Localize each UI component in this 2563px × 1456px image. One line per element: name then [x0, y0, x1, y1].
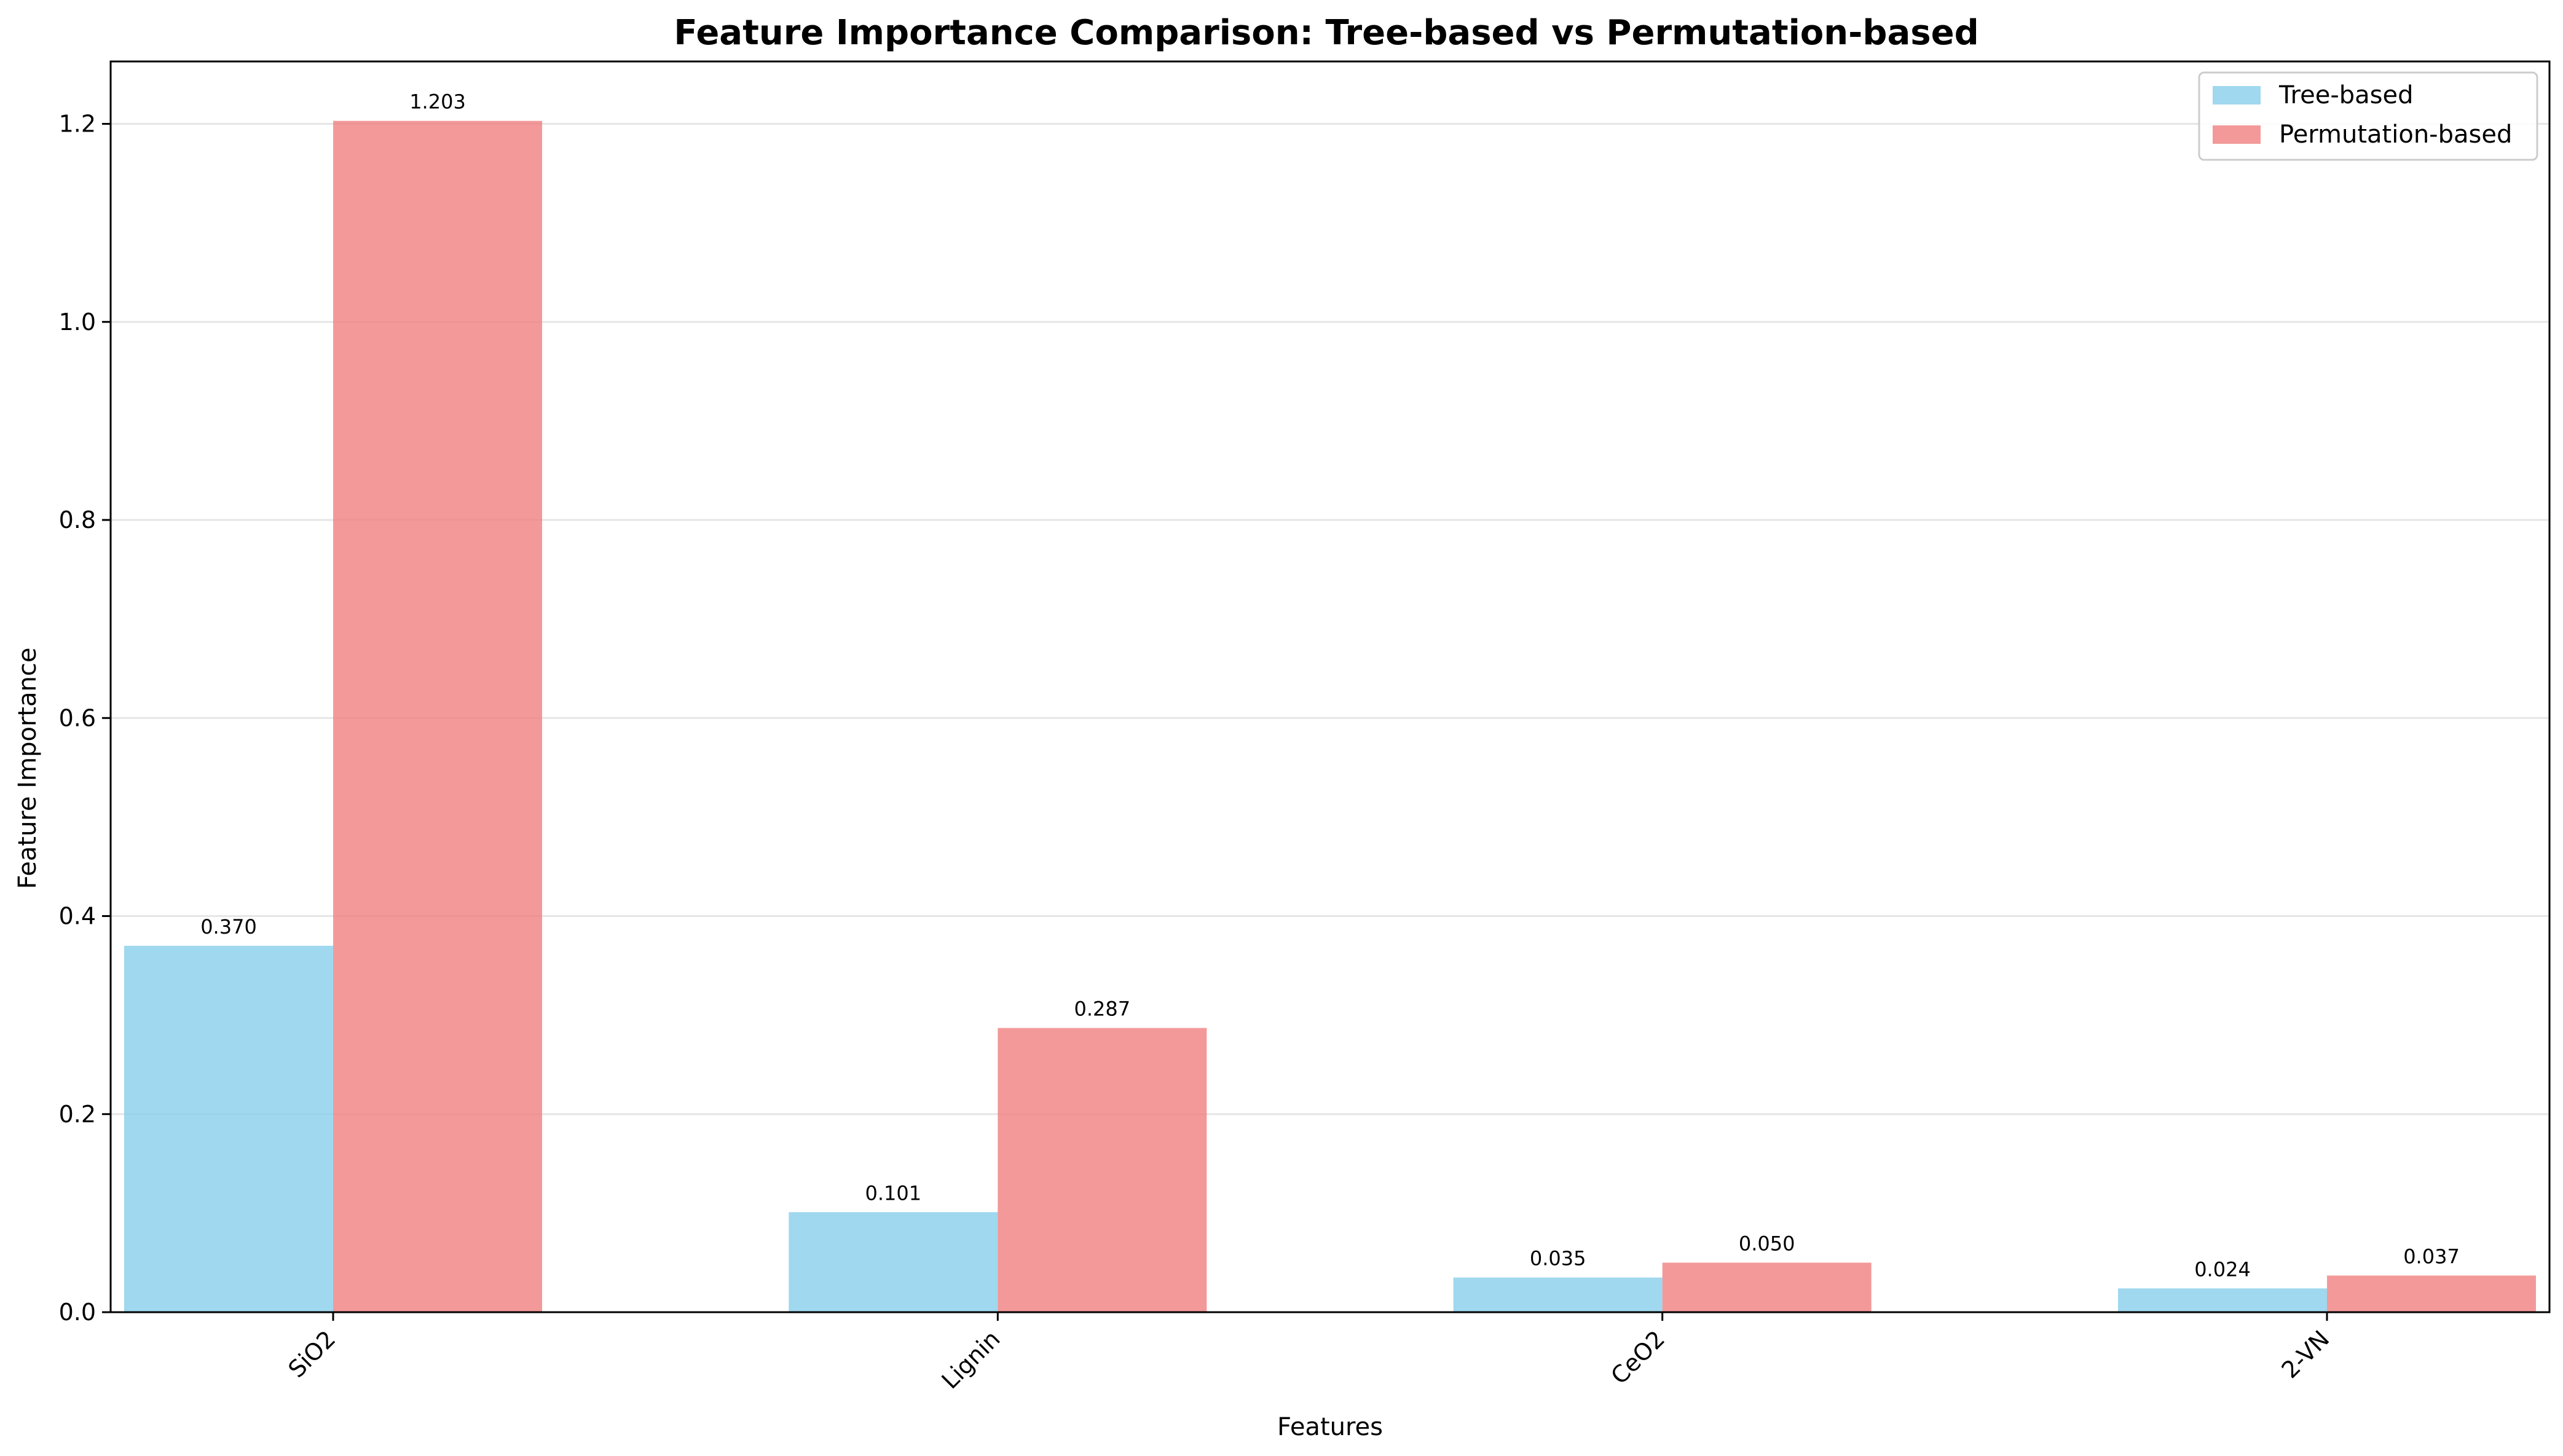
- y-tick-label: 0.8: [59, 506, 96, 533]
- chart-title: Feature Importance Comparison: Tree-base…: [674, 13, 1978, 53]
- y-axis: 0.0 0.2 0.4 0.6 0.8 1.0 1.2: [59, 111, 111, 1326]
- bar-value-label: 0.024: [2194, 1257, 2251, 1281]
- bar-value-label: 0.287: [1074, 998, 1131, 1021]
- y-axis-label: Feature Importance: [14, 647, 42, 889]
- legend-swatch: [2213, 125, 2261, 144]
- bar-permutation-based: [1662, 1262, 1872, 1312]
- y-tick-label: 1.0: [59, 309, 96, 336]
- plot-area-frame: [109, 60, 2551, 1313]
- x-tick-label: SiO2: [283, 1325, 341, 1383]
- legend-box: [2198, 71, 2538, 161]
- legend-label: Tree-based: [2278, 81, 2414, 109]
- bars: [124, 120, 2536, 1313]
- bar-tree-based: [789, 1212, 998, 1312]
- y-tick-label: 0.4: [59, 903, 96, 930]
- bar-tree-based: [2118, 1288, 2327, 1312]
- y-tick-label: 0.6: [59, 704, 96, 731]
- bar-permutation-based: [998, 1028, 1207, 1312]
- legend: Tree-based Permutation-based: [2198, 71, 2538, 161]
- bar-permutation-based: [333, 120, 542, 1313]
- x-tick-label: 2-VN: [2277, 1325, 2335, 1383]
- x-tick-label: CeO2: [1605, 1325, 1670, 1390]
- legend-swatch: [2213, 86, 2261, 104]
- bar-value-label: 0.035: [1530, 1247, 1586, 1270]
- bar-tree-based: [1453, 1277, 1663, 1312]
- value-labels: 0.370 1.203 0.101 0.287 0.035 0.050 0.024 0.037: [200, 90, 2460, 1281]
- bar-tree-based: [124, 945, 333, 1312]
- x-tick-label: Lignin: [937, 1325, 1006, 1394]
- bar-value-label: 0.050: [1739, 1232, 1795, 1255]
- y-tick-label: 1.2: [59, 111, 96, 138]
- bar-value-label: 0.037: [2403, 1245, 2460, 1268]
- y-tick-label: 0.2: [59, 1101, 96, 1128]
- y-tick-label: 0.0: [59, 1299, 96, 1326]
- bar-value-label: 0.101: [865, 1181, 922, 1205]
- bar-permutation-based: [2327, 1275, 2536, 1312]
- legend-label: Permutation-based: [2279, 120, 2512, 149]
- bar-value-label: 1.203: [409, 90, 466, 114]
- x-axis: SiO2 Lignin CeO2 2-VN: [283, 1312, 2334, 1394]
- x-axis-label: Features: [1277, 1413, 1383, 1441]
- bar-value-label: 0.370: [200, 915, 257, 939]
